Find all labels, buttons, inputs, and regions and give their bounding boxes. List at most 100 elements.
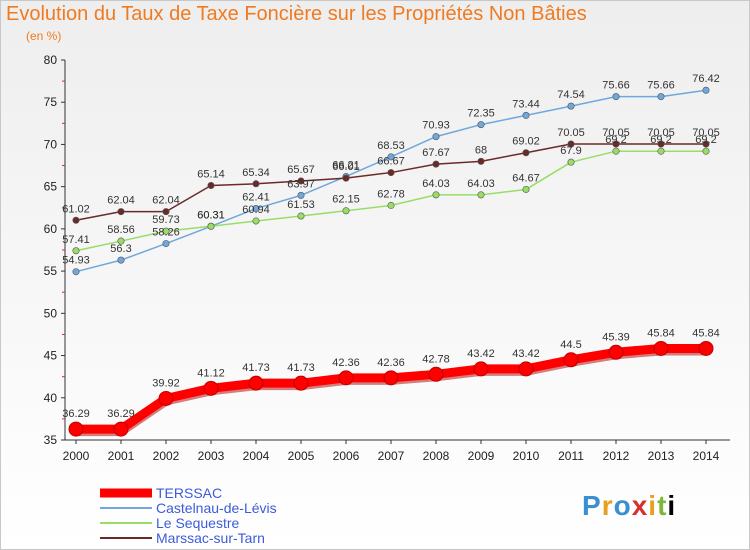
data-label: 67.9 [560, 145, 581, 157]
x-tick-label: 2004 [243, 449, 270, 463]
data-label: 43.42 [467, 348, 495, 360]
data-point [342, 174, 350, 182]
data-label: 63.97 [287, 178, 315, 190]
legend-label: Castelnau-de-Lévis [156, 500, 277, 516]
data-label: 43.42 [512, 348, 540, 360]
data-label: 68.53 [377, 140, 405, 152]
data-point [702, 147, 710, 155]
data-point [477, 121, 485, 129]
data-point [432, 191, 440, 199]
data-label: 69.2 [605, 134, 626, 146]
x-tick-label: 2006 [333, 449, 360, 463]
data-point [117, 208, 125, 216]
series-castelnau-de-l-vis [72, 86, 710, 276]
data-point [207, 222, 215, 230]
data-point [653, 340, 669, 356]
data-label: 58.56 [107, 224, 135, 236]
data-point [297, 212, 305, 220]
data-label: 72.35 [467, 108, 495, 120]
data-label: 73.44 [512, 98, 540, 110]
data-point [72, 247, 80, 255]
data-label: 75.66 [602, 80, 630, 92]
data-point [567, 158, 575, 166]
data-label: 74.54 [557, 89, 585, 101]
data-label: 66.21 [332, 159, 360, 171]
data-point [162, 227, 170, 235]
data-label: 64.03 [467, 178, 495, 190]
x-tick-label: 2008 [423, 449, 450, 463]
x-tick-label: 2003 [198, 449, 225, 463]
data-label: 62.78 [377, 188, 405, 200]
data-label: 69.2 [695, 134, 716, 146]
data-point [113, 421, 129, 437]
data-point [252, 217, 260, 225]
data-label: 42.78 [422, 353, 450, 365]
data-point [117, 256, 125, 264]
data-label: 58.26 [152, 227, 180, 239]
data-point [612, 147, 620, 155]
x-tick-label: 2014 [693, 449, 720, 463]
data-point [522, 149, 530, 157]
data-point [72, 216, 80, 224]
data-point [297, 191, 305, 199]
data-label: 42.36 [332, 357, 360, 369]
data-label: 70.05 [647, 127, 675, 139]
series-terssac [68, 340, 714, 437]
data-label: 44.5 [560, 339, 581, 351]
data-point [297, 177, 305, 185]
data-point [162, 208, 170, 216]
series-le-sequestre [72, 147, 710, 255]
data-point [387, 169, 395, 177]
series-line [75, 89, 707, 273]
data-point [383, 370, 399, 386]
data-label: 54.93 [62, 255, 90, 267]
y-tick-label: 70 [44, 137, 58, 151]
data-point [338, 370, 354, 386]
x-tick-label: 2009 [468, 449, 495, 463]
data-label: 60.31 [197, 209, 225, 221]
y-tick-label: 75 [44, 95, 58, 109]
data-label: 65.34 [242, 167, 270, 179]
data-label: 39.92 [152, 377, 180, 389]
data-label: 76.42 [692, 73, 720, 85]
x-tick-label: 2013 [648, 449, 675, 463]
data-label: 70.05 [557, 127, 585, 139]
data-point [477, 191, 485, 199]
data-point [432, 160, 440, 168]
x-tick-label: 2007 [378, 449, 405, 463]
y-tick-label: 55 [44, 264, 58, 278]
legend-label: TERSSAC [156, 485, 222, 501]
y-tick-label: 60 [44, 222, 58, 236]
data-point [342, 207, 350, 215]
x-tick-label: 2012 [603, 449, 630, 463]
data-point [698, 340, 714, 356]
data-label: 45.84 [647, 327, 675, 339]
data-label: 66.67 [377, 156, 405, 168]
y-tick-label: 45 [44, 349, 58, 363]
data-point [72, 268, 80, 276]
data-label: 64.03 [422, 178, 450, 190]
legend-item: Le Sequestre [100, 515, 239, 531]
data-label: 65.67 [287, 164, 315, 176]
data-labels: 36.29 36.29 39.92 41.12 41.73 41.73 42.36 42.36… [62, 73, 720, 420]
data-label: 62.15 [332, 194, 360, 206]
data-point [563, 352, 579, 368]
x-tick-label: 2005 [288, 449, 315, 463]
legend-label: Marssac-sur-Tarn [156, 530, 265, 546]
data-point [207, 181, 215, 189]
data-point [252, 205, 260, 213]
y-tick-label: 35 [44, 433, 58, 447]
chart-title: Evolution du Taux de Taxe Foncière sur l… [6, 3, 587, 25]
series-marssac-sur-tarn [72, 140, 710, 224]
data-point [608, 344, 624, 360]
legend-item: Castelnau-de-Lévis [100, 500, 277, 516]
data-point [518, 361, 534, 377]
data-label: 62.41 [242, 192, 270, 204]
data-label: 64.67 [512, 172, 540, 184]
data-point [522, 111, 530, 119]
proxiti-logo: Proxiti [582, 490, 677, 521]
data-label: 41.12 [197, 367, 225, 379]
data-label: 66.01 [332, 161, 360, 173]
data-point [657, 140, 665, 148]
